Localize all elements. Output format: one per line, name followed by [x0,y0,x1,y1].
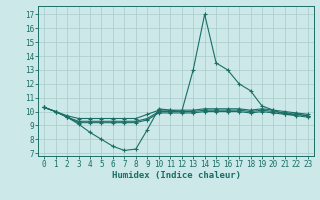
X-axis label: Humidex (Indice chaleur): Humidex (Indice chaleur) [111,171,241,180]
